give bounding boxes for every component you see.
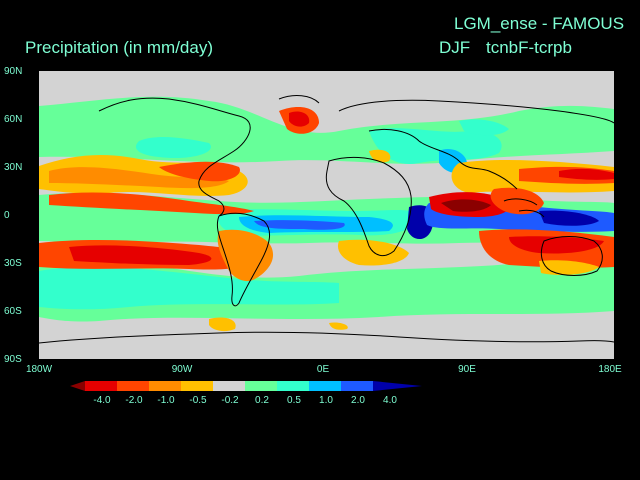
anomaly-south-indian-orange xyxy=(539,260,599,275)
legend-label-3: -0.5 xyxy=(189,395,207,406)
anomaly-east-pacific-red xyxy=(49,192,254,215)
legend-label-7: 1.0 xyxy=(319,395,333,406)
coast-north-america xyxy=(98,97,251,217)
lat-label-60n: 60N xyxy=(4,114,23,125)
color-legend xyxy=(70,381,422,391)
legend-swatch-0 xyxy=(70,381,85,391)
anomaly-maritime-red xyxy=(490,187,544,215)
lon-label-90e: 90E xyxy=(458,364,476,375)
lat-label-30s: 30S xyxy=(4,258,22,269)
anomaly-antarctic-orange xyxy=(209,317,236,332)
coast-antarctica xyxy=(39,331,614,344)
season-label: DJF xyxy=(439,38,471,57)
legend-swatch-1 xyxy=(85,381,117,391)
precipitation-map xyxy=(39,71,614,359)
coast-eurasia xyxy=(338,99,614,190)
legend-swatch-7 xyxy=(277,381,309,391)
legend-label-0: -4.0 xyxy=(93,395,111,406)
legend-swatch-8 xyxy=(309,381,341,391)
legend-label-2: -1.0 xyxy=(157,395,175,406)
anomaly-south-band-inner xyxy=(39,266,339,310)
anomaly-equatorial-blue-core xyxy=(254,220,345,230)
legend-swatch-2 xyxy=(117,381,149,391)
lat-label-60s: 60S xyxy=(4,306,22,317)
lat-label-90n: 90N xyxy=(4,66,23,77)
lat-label-30n: 30N xyxy=(4,162,23,173)
variable-title: Precipitation (in mm/day) xyxy=(25,38,214,57)
lon-label-0e: 0E xyxy=(316,364,330,375)
anomaly-north-pacific-dark-orange xyxy=(49,167,229,189)
anomaly-north-atlantic xyxy=(369,128,502,164)
coast-africa xyxy=(325,156,412,257)
lon-label-90w: 90W xyxy=(171,364,193,375)
legend-swatch-3 xyxy=(149,381,181,391)
coast-south-america xyxy=(216,212,271,307)
anomaly-indian-ocean-core xyxy=(441,199,491,212)
legend-swatch-5 xyxy=(213,381,245,391)
legend-label-8: 2.0 xyxy=(351,395,365,406)
coast-australia xyxy=(540,236,603,276)
legend-swatch-10 xyxy=(373,381,422,391)
coastlines xyxy=(39,95,614,344)
lon-label-180w: 180W xyxy=(25,364,53,375)
legend-label-6: 0.5 xyxy=(287,395,301,406)
anomaly-australia-dark-red xyxy=(509,236,604,254)
lon-label-180e: 180E xyxy=(598,364,622,375)
figure-title-model: LGM_ense - FAMOUS xyxy=(454,14,625,33)
anomaly-siberia-teal xyxy=(459,119,509,136)
anomaly-north-pacific xyxy=(135,137,211,159)
anomaly-weddell-orange xyxy=(329,322,348,330)
legend-label-1: -2.0 xyxy=(125,395,143,406)
experiment-label: tcnbF-tcrpb xyxy=(486,38,572,57)
legend-label-4: -0.2 xyxy=(221,395,239,406)
anomaly-indo-pacific-core xyxy=(539,210,599,226)
lat-label-90s: 90S xyxy=(4,354,22,365)
lat-label-eq: 0 xyxy=(4,210,10,221)
legend-label-5: 0.2 xyxy=(255,395,269,406)
anomaly-south-pacific-dark-red xyxy=(69,245,212,265)
legend-label-9: 4.0 xyxy=(383,395,397,406)
anomaly-north-atlantic-core xyxy=(289,111,310,127)
legend-swatch-4 xyxy=(181,381,213,391)
anomaly-south-america-orange xyxy=(217,229,274,282)
anomaly-central-america-red xyxy=(159,161,240,182)
coast-maritime-continent xyxy=(503,198,545,218)
legend-swatch-9 xyxy=(341,381,373,391)
legend-swatch-6 xyxy=(245,381,277,391)
map-svg xyxy=(39,71,614,359)
anomaly-west-pacific-core xyxy=(559,168,614,180)
coast-greenland xyxy=(278,95,320,104)
